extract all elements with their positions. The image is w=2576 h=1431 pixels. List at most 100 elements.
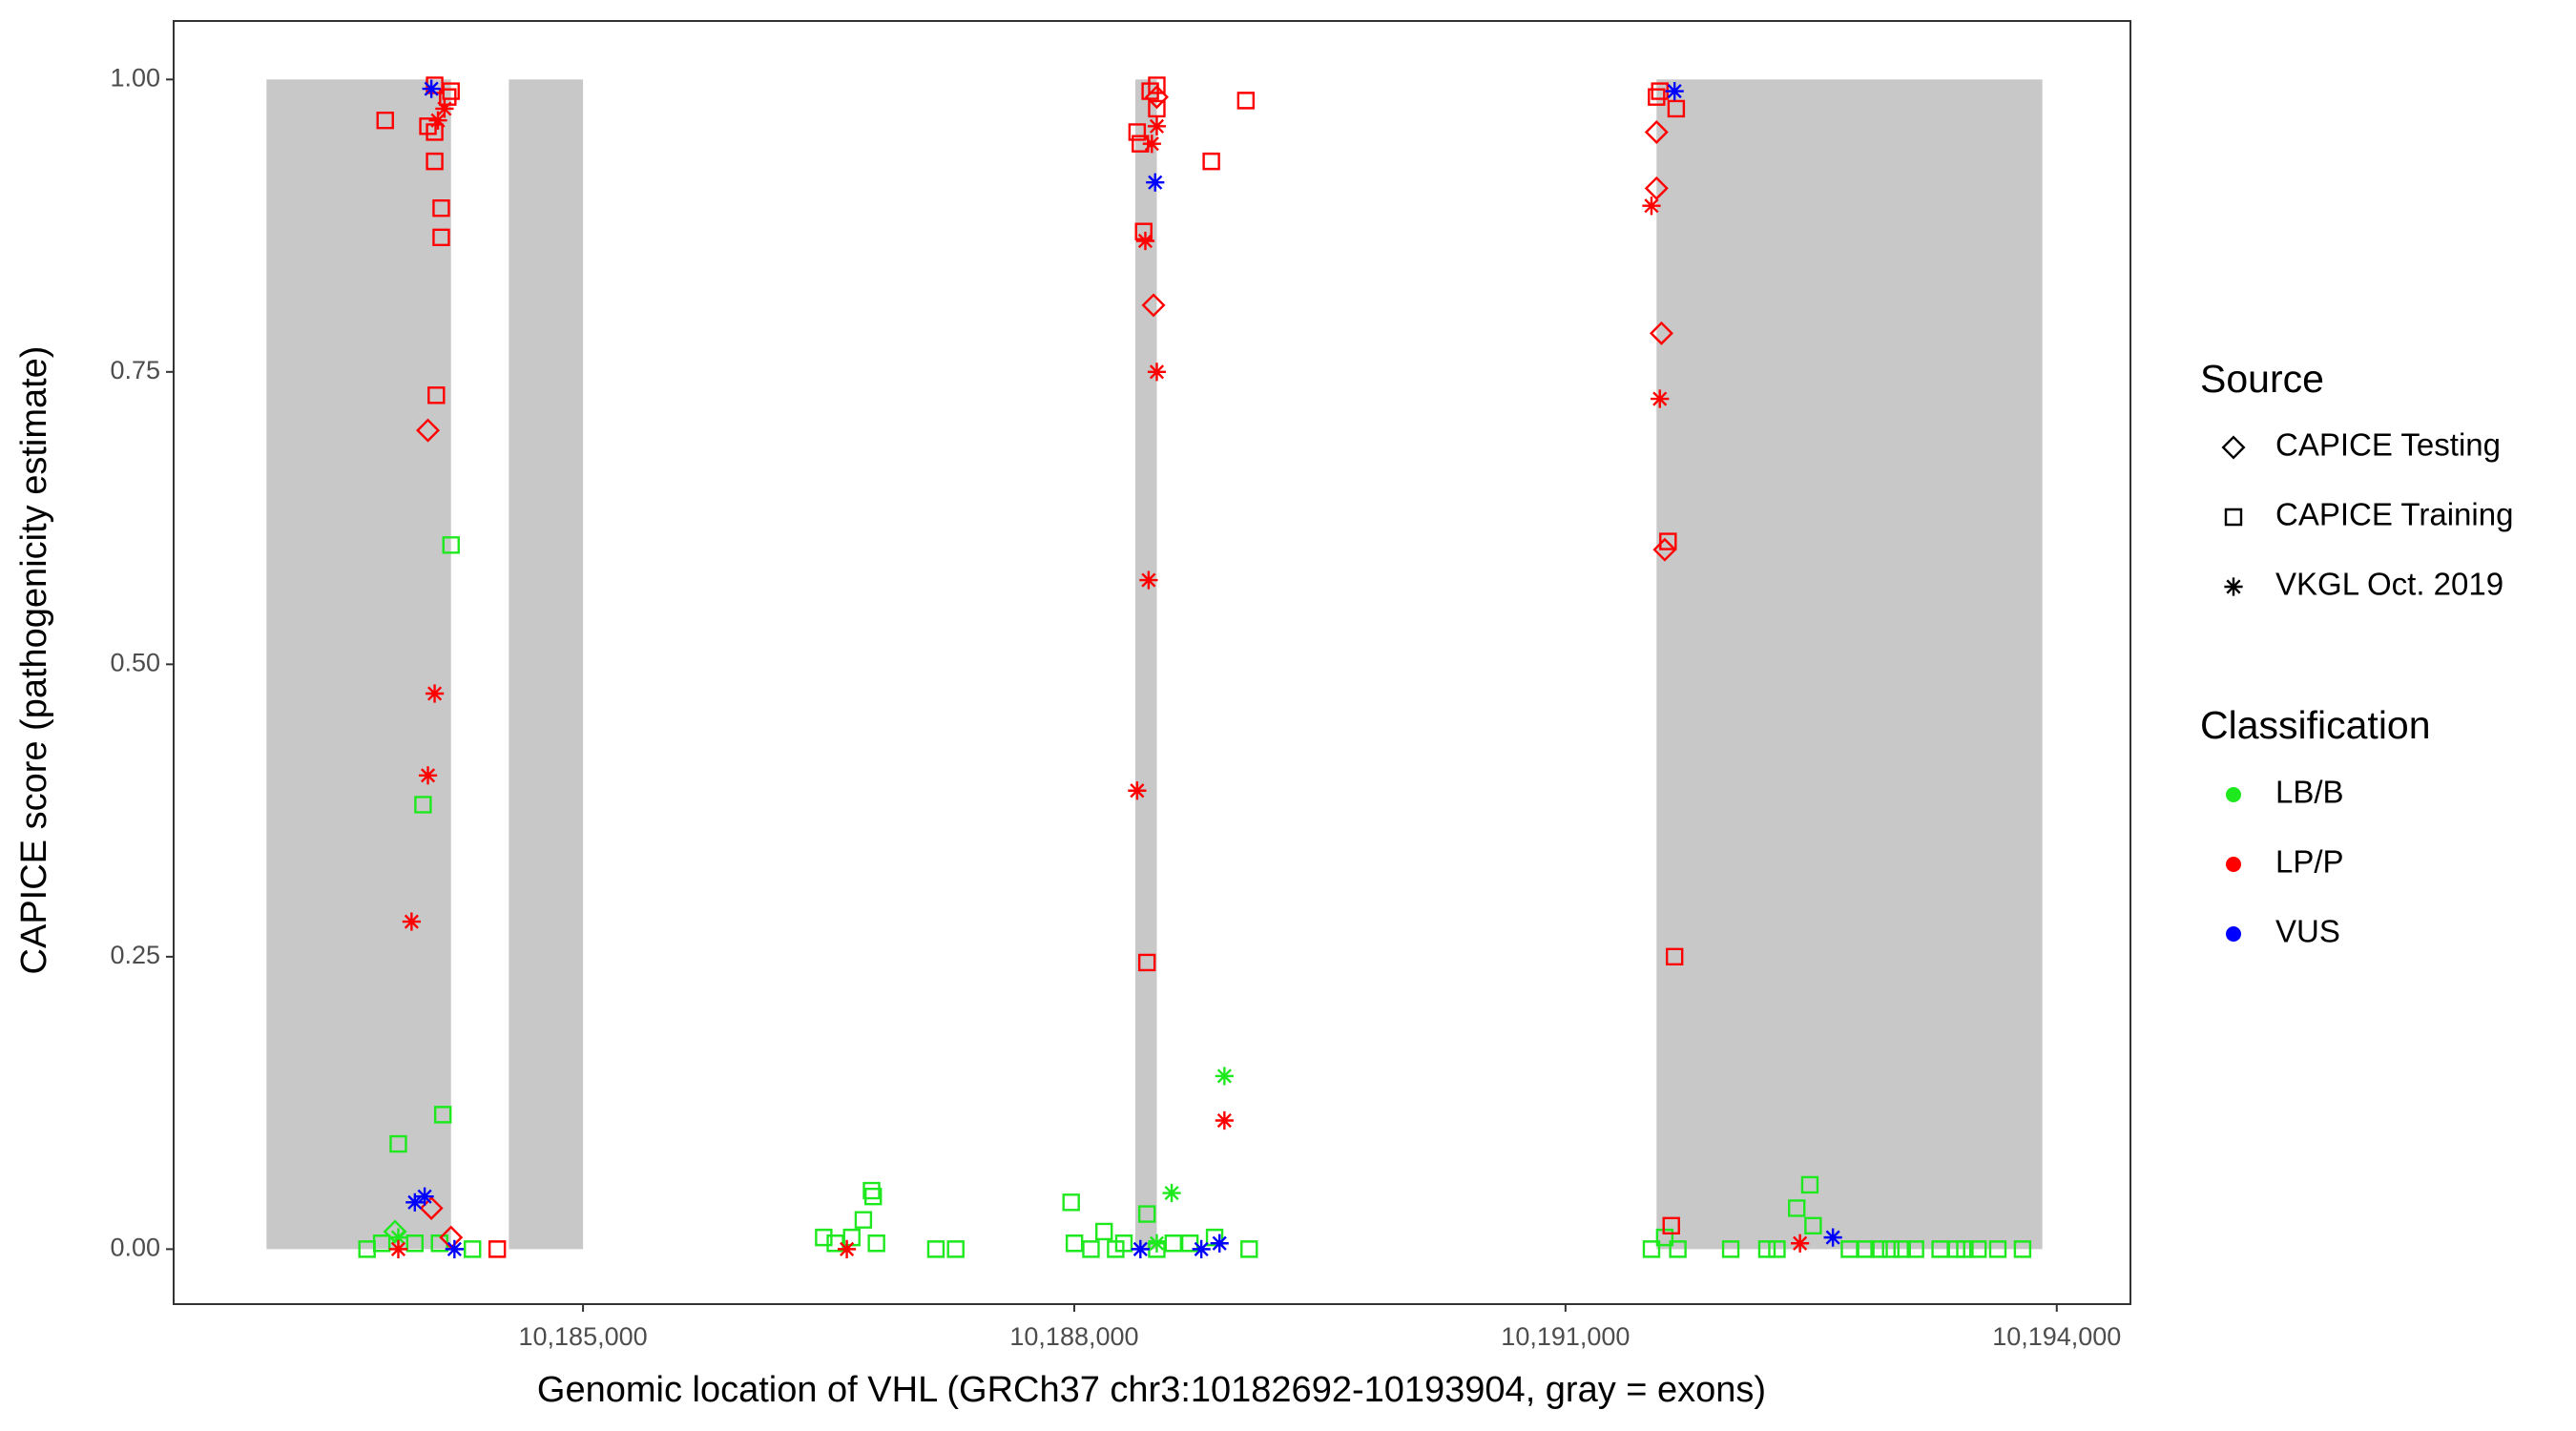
x-tick-label: 10,185,000 xyxy=(519,1322,648,1351)
data-point xyxy=(1180,1234,1199,1253)
data-point xyxy=(1141,82,1159,100)
legend-title: Source xyxy=(2200,357,2324,401)
data-point xyxy=(464,1240,482,1258)
exon xyxy=(266,79,451,1250)
data-point xyxy=(1969,1240,1987,1258)
data-point xyxy=(1648,88,1666,106)
data-point xyxy=(926,1240,945,1258)
data-point xyxy=(1082,1240,1100,1258)
data-point xyxy=(433,1106,452,1124)
data-point xyxy=(1644,119,1669,144)
x-tick-label: 10,188,000 xyxy=(1009,1322,1138,1351)
data-point xyxy=(1988,1240,2007,1258)
data-point xyxy=(402,912,421,931)
data-point xyxy=(1164,1234,1183,1253)
data-point xyxy=(1128,781,1147,800)
data-point xyxy=(1148,99,1166,118)
y-tick-label: 0.50 xyxy=(110,648,160,676)
data-point xyxy=(2013,1240,2032,1258)
data-point xyxy=(435,99,454,118)
data-point xyxy=(1128,123,1147,141)
data-point xyxy=(1644,176,1669,200)
data-point xyxy=(425,684,445,703)
data-point xyxy=(389,1134,407,1153)
legend-key xyxy=(2226,787,2241,802)
data-point xyxy=(1141,293,1166,318)
data-point xyxy=(422,79,441,98)
legend-key xyxy=(2226,857,2241,872)
data-point xyxy=(1870,1240,1888,1258)
data-point xyxy=(1665,81,1684,101)
legend-key xyxy=(2226,926,2241,942)
data-point xyxy=(1215,1110,1234,1130)
data-point xyxy=(426,152,444,171)
data-point xyxy=(488,1240,507,1258)
data-point xyxy=(1768,1240,1786,1258)
data-point xyxy=(432,228,450,247)
legend-label: LP/P xyxy=(2275,844,2344,880)
data-point xyxy=(1137,953,1156,972)
data-point xyxy=(1791,1234,1810,1253)
data-point xyxy=(1823,1228,1842,1247)
exon xyxy=(1134,79,1157,1250)
data-point xyxy=(427,386,446,404)
data-point xyxy=(428,111,447,130)
data-point xyxy=(439,88,457,106)
data-point xyxy=(1662,1216,1680,1235)
data-point xyxy=(1642,1240,1661,1258)
y-tick-label: 0.25 xyxy=(110,941,160,969)
data-point xyxy=(842,1228,861,1247)
data-point xyxy=(1095,1222,1113,1241)
data-point xyxy=(1210,1234,1229,1253)
legend-label: LB/B xyxy=(2275,775,2344,810)
exon xyxy=(509,79,584,1250)
x-tick-label: 10,194,000 xyxy=(1992,1322,2121,1351)
data-point xyxy=(358,1240,376,1258)
data-point xyxy=(837,1239,857,1258)
data-point xyxy=(1236,92,1256,110)
data-point xyxy=(388,1239,408,1258)
data-point xyxy=(1721,1240,1740,1258)
data-point xyxy=(1788,1199,1806,1217)
data-point xyxy=(1137,1205,1156,1223)
data-point xyxy=(1131,1239,1150,1258)
x-tick-label: 10,191,000 xyxy=(1501,1322,1630,1351)
data-point xyxy=(372,1234,391,1253)
data-point xyxy=(1669,1240,1687,1258)
data-point xyxy=(432,198,450,218)
data-point xyxy=(439,1225,464,1250)
data-point xyxy=(1651,389,1670,408)
data-point xyxy=(815,1228,833,1247)
data-point xyxy=(1215,1067,1234,1086)
legend-label: CAPICE Testing xyxy=(2275,427,2501,463)
data-point xyxy=(1134,222,1153,240)
data-point xyxy=(1147,363,1167,382)
data-point xyxy=(1240,1240,1258,1258)
data-point xyxy=(442,536,460,554)
data-point xyxy=(388,1228,408,1247)
y-tick-label: 0.75 xyxy=(110,356,160,384)
data-point xyxy=(1062,1193,1080,1212)
data-point xyxy=(864,1188,883,1206)
data-point xyxy=(1655,1228,1674,1247)
data-point xyxy=(1906,1240,1924,1258)
data-point xyxy=(1065,1234,1084,1253)
legend-key xyxy=(2224,577,2243,596)
y-axis-title: CAPICE score (pathogenicity estimate) xyxy=(14,346,54,975)
data-point xyxy=(405,1192,425,1212)
legend-key xyxy=(2224,508,2243,527)
data-point xyxy=(1947,1240,1965,1258)
data-point xyxy=(946,1240,965,1258)
data-point xyxy=(1147,116,1167,135)
data-point xyxy=(1202,152,1220,171)
exon xyxy=(1656,79,2043,1250)
data-point xyxy=(1114,1234,1133,1253)
data-point xyxy=(405,1234,425,1253)
data-point xyxy=(1132,135,1150,153)
data-point xyxy=(1651,82,1669,100)
data-point xyxy=(416,418,441,443)
data-point xyxy=(376,112,394,130)
y-tick-label: 0.00 xyxy=(110,1233,160,1261)
legend-key xyxy=(2221,435,2246,460)
plot-border xyxy=(173,20,2131,1305)
